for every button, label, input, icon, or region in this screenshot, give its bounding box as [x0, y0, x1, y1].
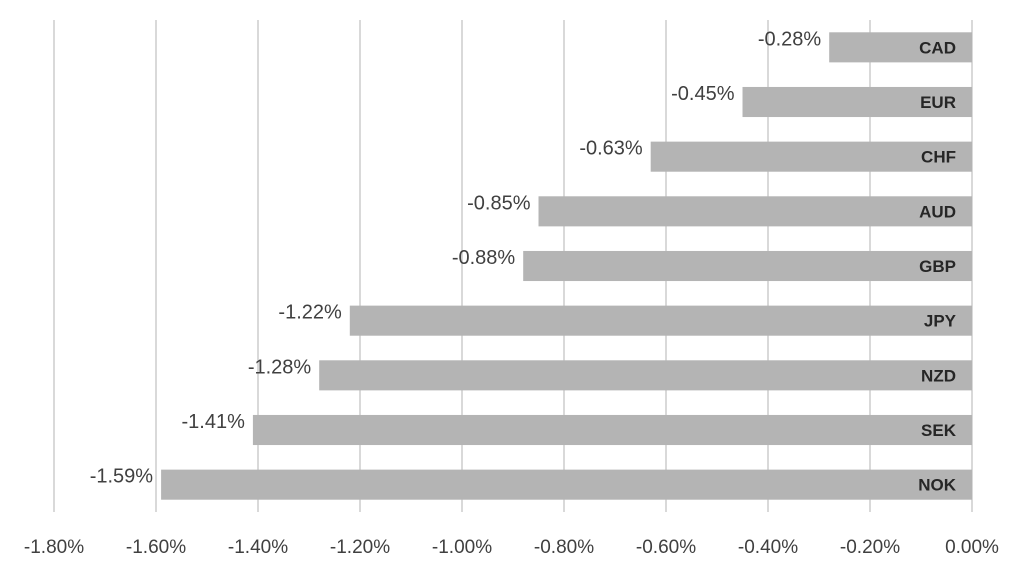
bars	[161, 32, 973, 500]
x-tick-label: -0.80%	[534, 537, 594, 558]
x-tick-label: -1.40%	[228, 537, 288, 558]
bar-gbp	[523, 250, 972, 282]
category-label: GBP	[919, 257, 956, 276]
bar-nok	[161, 469, 973, 500]
x-tick-label: -0.60%	[636, 537, 696, 558]
x-tick-label: -1.00%	[432, 537, 492, 558]
bar-eur	[742, 86, 972, 118]
category-label: JPY	[924, 312, 957, 331]
data-label: -0.63%	[579, 138, 643, 160]
category-label: NOK	[918, 476, 957, 495]
x-tick-label: -1.20%	[330, 537, 390, 558]
category-label: CHF	[921, 148, 956, 167]
x-tick-label: -0.20%	[840, 537, 900, 558]
bar-jpy	[349, 305, 972, 336]
data-label: -1.59%	[90, 466, 154, 488]
bar-aud	[538, 196, 972, 227]
bar-cad	[829, 32, 972, 63]
category-label: NZD	[921, 366, 956, 385]
bar-sek	[252, 414, 972, 446]
x-tick-label: -1.60%	[126, 537, 186, 558]
data-label: -0.28%	[758, 28, 822, 50]
data-label: -0.45%	[671, 83, 735, 105]
data-label: -0.85%	[467, 192, 531, 214]
data-label: -0.88%	[452, 247, 516, 269]
x-axis-tick-labels: -1.80% -1.60% -1.40% -1.20% -1.00% -0.80% -0.6…	[24, 537, 999, 558]
category-label: SEK	[921, 421, 957, 440]
category-label: AUD	[919, 202, 956, 221]
x-tick-label: 0.00%	[945, 537, 999, 558]
x-tick-label: -1.80%	[24, 537, 84, 558]
data-label: -1.41%	[182, 411, 246, 433]
category-label: EUR	[920, 93, 956, 112]
category-labels: CAD EUR CHF AUD GBP JPY NZD SEK NOK	[918, 38, 957, 494]
data-label: -1.28%	[248, 356, 312, 378]
category-label: CAD	[919, 38, 956, 57]
data-label: -1.22%	[278, 302, 342, 324]
bar-chf	[650, 141, 972, 172]
data-labels: -0.28% -0.45% -0.63% -0.85% -0.88% -1.22% -1.2…	[90, 28, 822, 487]
bar-nzd	[319, 360, 972, 391]
x-tick-label: -0.40%	[738, 537, 798, 558]
